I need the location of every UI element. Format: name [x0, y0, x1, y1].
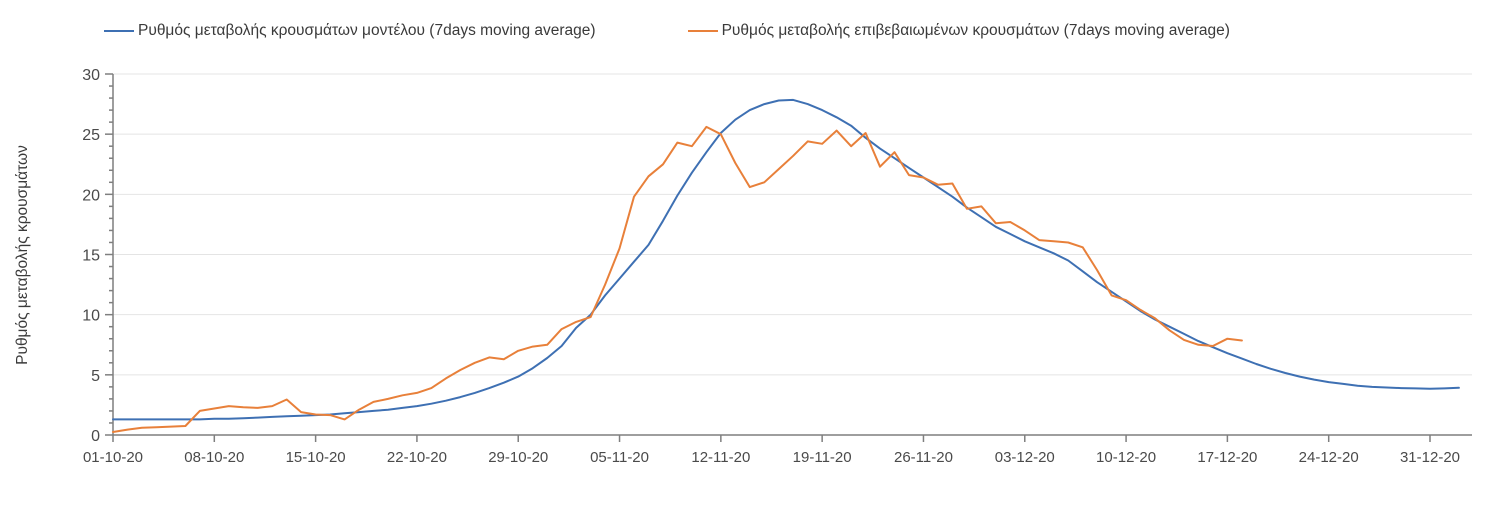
x-tick-label: 03-12-20 — [995, 449, 1055, 466]
x-tick-label: 17-12-20 — [1197, 449, 1257, 466]
legend-label-confirmed: Ρυθμός μεταβολής επιβεβαιωμένων κρουσμάτ… — [721, 22, 1230, 39]
x-tick-label: 19-11-20 — [793, 449, 852, 466]
legend-line-sample-model — [104, 30, 134, 32]
series-line-model — [112, 98, 1460, 421]
x-tick-label: 10-12-20 — [1096, 449, 1156, 466]
legend: Ρυθμός μεταβολής κρουσμάτων μοντέλου (7d… — [104, 22, 1230, 40]
x-tick-label: 31-12-20 — [1400, 449, 1460, 466]
x-tick-label: 29-10-20 — [488, 449, 548, 466]
y-tick-label: 0 — [91, 428, 100, 445]
x-tick-label: 12-11-20 — [691, 449, 750, 466]
x-tick-label: 15-10-20 — [286, 449, 346, 466]
x-tick-label: 08-10-20 — [184, 449, 244, 466]
series-line-confirmed — [112, 125, 1243, 433]
legend-item-model: Ρυθμός μεταβολής κρουσμάτων μοντέλου (7d… — [104, 22, 596, 40]
x-tick-label: 01-10-20 — [83, 449, 143, 466]
x-tick-label: 22-10-20 — [387, 449, 447, 466]
y-tick-label: 30 — [82, 67, 100, 84]
x-tick-label: 05-11-20 — [590, 449, 649, 466]
x-tick-label: 24-12-20 — [1299, 449, 1359, 466]
y-tick-label: 10 — [82, 308, 100, 325]
y-tick-label: 25 — [82, 127, 100, 144]
legend-label-model: Ρυθμός μεταβολής κρουσμάτων μοντέλου (7d… — [138, 22, 596, 39]
y-tick-label: 15 — [82, 248, 100, 265]
y-tick-label: 20 — [82, 187, 100, 204]
legend-item-confirmed: Ρυθμός μεταβολής επιβεβαιωμένων κρουσμάτ… — [687, 22, 1230, 40]
y-tick-label: 5 — [91, 368, 100, 385]
legend-line-sample-confirmed — [687, 30, 718, 32]
x-tick-label: 26-11-20 — [894, 449, 953, 466]
